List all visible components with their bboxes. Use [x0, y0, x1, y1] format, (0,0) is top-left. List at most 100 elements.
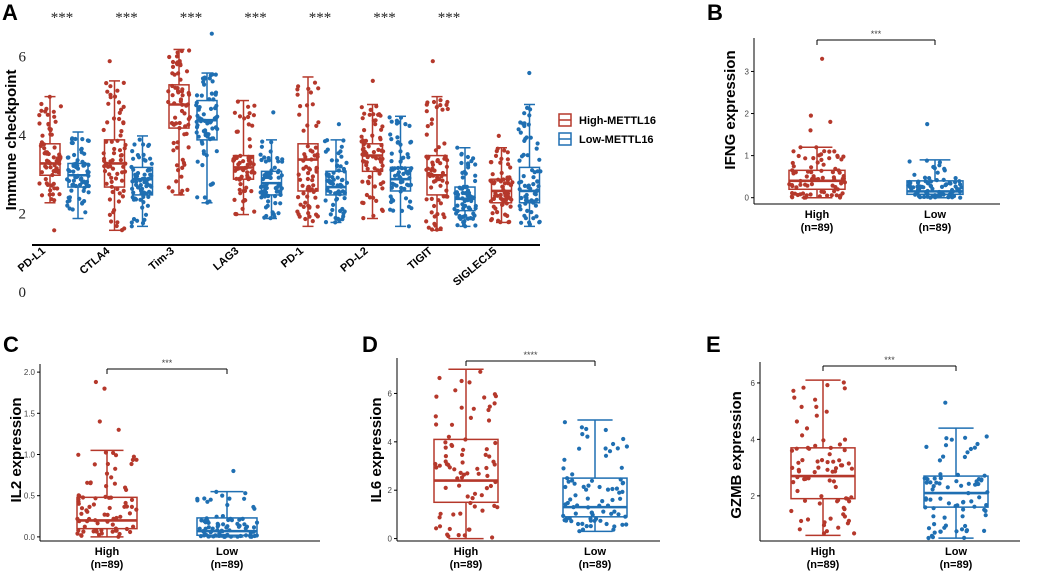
panel-d-low-point	[624, 444, 630, 449]
panel-e-low-point	[968, 446, 974, 452]
panel-d-low-point	[561, 466, 566, 471]
panel-e-high-point	[842, 437, 848, 442]
panel-d-low-point	[610, 486, 615, 492]
panel-e-low-point	[941, 454, 946, 459]
panel-a-low-LAG3-point	[261, 184, 266, 189]
panel-a-low-Tim-3-point	[201, 112, 206, 117]
panel-a-low-SIGLEC15-point	[523, 216, 529, 221]
panel-e-low-point	[926, 526, 932, 531]
panel-b-high-point	[825, 193, 830, 198]
panel-a-low-PD-L1-point	[81, 179, 87, 184]
panel-a-high-CTLA4-point	[109, 179, 114, 184]
panel-a-high-CTLA4-point	[112, 146, 117, 152]
panel-a-high-PD-L1-point	[42, 146, 47, 151]
panel-a-high-CTLA4-point	[101, 127, 106, 133]
panel-d-low-point	[566, 479, 571, 484]
panel-b-high-point	[820, 175, 825, 180]
panel-a-high-CTLA4-point	[121, 188, 126, 193]
panel-a-high-CTLA4-point	[109, 175, 114, 180]
panel-d-low-point	[580, 432, 585, 437]
panel-a-low-Tim-3-point	[200, 163, 205, 168]
panel-a-high-PD-L2-point	[374, 156, 379, 161]
panel-d-high-point	[443, 445, 448, 450]
panel-b-high-n: (n=89)	[801, 222, 834, 234]
panel-b-high-point	[790, 160, 795, 166]
panel-a-high-LAG3-point	[233, 211, 238, 217]
panel-e-high-point	[836, 525, 841, 530]
panel-a-high-TIGIT-point	[430, 166, 435, 171]
panel-a-high-PD-1-point	[314, 212, 319, 217]
panel-d-high-point	[456, 533, 461, 538]
panel-a-low-PD-L1-point	[65, 199, 70, 204]
panel-d-high-point	[446, 434, 451, 439]
panel-e-low-point	[934, 480, 939, 485]
panel-d-high-point	[488, 483, 493, 489]
panel-e-low-point	[959, 483, 964, 488]
panel-d-low-point	[619, 465, 624, 470]
panel-d-low-point	[609, 511, 614, 516]
panel-d-low-point	[620, 489, 625, 494]
panel-a-high-PD-L2-point	[362, 128, 367, 133]
panel-a-high-CTLA4-point	[119, 129, 124, 134]
panel-e-low-box	[923, 475, 989, 508]
panel-b-low-point	[937, 163, 942, 168]
panel-a-low-SIGLEC15-point	[516, 127, 521, 132]
panel-a-high-Tim-3-point	[180, 93, 185, 98]
panel-c-high-box	[76, 496, 138, 530]
panel-a-low-PD-L2-point	[390, 181, 395, 186]
panel-c-low-label: Low	[216, 546, 238, 558]
panel-a-low-PD-1-point	[344, 160, 349, 165]
panel-a-high-Tim-3-point	[170, 93, 175, 98]
panel-a-high-CTLA4-outlier	[107, 59, 112, 64]
panel-a-high-Tim-3-point	[175, 145, 180, 150]
panel-a-high-CTLA4-point	[107, 197, 112, 202]
panel-a-low-Tim-3-point	[201, 149, 206, 154]
panel-a-low-PD-L2-point	[408, 199, 413, 204]
panel-a-low-CTLA4-point	[143, 212, 149, 217]
panel-a-high-TIGIT-point	[432, 214, 437, 219]
panel-d-ytick-label: 6	[388, 389, 393, 398]
panel-d-high-point	[484, 447, 489, 452]
panel-e-low-point	[923, 496, 929, 501]
panel-a-high-PD-1-point	[298, 202, 303, 207]
panel-a-low-TIGIT-point	[455, 192, 461, 197]
panel-a-low-Tim-3-point	[201, 79, 206, 85]
panel-c-high-point	[76, 528, 81, 533]
panel-a-high-CTLA4-point	[108, 84, 113, 89]
panel-a-high-LAG3-point	[252, 209, 257, 214]
panel-a-high-LAG3-point	[246, 122, 251, 127]
panel-a-low-SIGLEC15-point	[525, 208, 530, 213]
panel-a-high-CTLA4-point	[115, 186, 120, 192]
panel-d-high-point	[479, 493, 484, 498]
panel-e-high-point	[833, 484, 838, 490]
panel-d-high-point	[492, 401, 497, 406]
panel-a-low-LAG3-point	[280, 159, 285, 164]
panel-d-low-point	[570, 472, 575, 477]
panel-a-low-TIGIT-point	[473, 223, 478, 228]
panel-d-high-point	[478, 369, 483, 374]
panel-d-high-point	[471, 406, 476, 411]
panel-d-low-point	[597, 484, 602, 490]
panel-d-low-label: Low	[584, 546, 606, 558]
panel-a-low-LAG3-point	[264, 213, 269, 219]
panel-c-high-point	[76, 452, 81, 457]
panel-c-high-point	[129, 461, 134, 467]
panel-a-low-Tim-3-point	[213, 92, 218, 97]
panel-e-high-point	[792, 395, 797, 400]
panel-a-high-TIGIT-point	[440, 107, 445, 112]
panel-b-low-point	[922, 175, 928, 180]
panel-a-high-PD-L1-point	[53, 119, 58, 124]
panel-d-high-point	[466, 527, 471, 532]
panel-a-low-PD-L2-point	[388, 194, 393, 199]
panel-e-high-point	[804, 426, 810, 431]
panel-e-high-point	[846, 461, 851, 466]
panel-a-low-LAG3-point	[275, 156, 280, 161]
panel-a-high-CTLA4-point	[118, 133, 123, 138]
panel-a-high-PD-L1-box	[39, 143, 61, 177]
panel-a-category-label: LAG3	[211, 245, 241, 273]
panel-d-low-point	[573, 511, 578, 516]
panel-c-low-point	[227, 496, 232, 501]
panel-c-ytick-label: 1.5	[24, 409, 36, 418]
panel-c-high-point	[79, 511, 84, 516]
panel-a-high-CTLA4-point	[116, 100, 122, 105]
